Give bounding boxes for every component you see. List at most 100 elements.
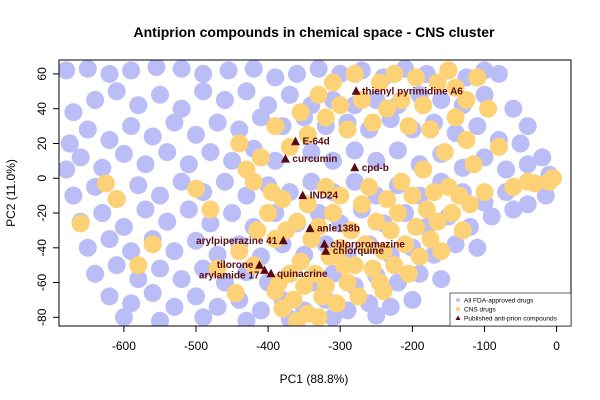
fda-point — [129, 96, 148, 115]
compound-label: arylpiperazine 41 — [196, 236, 278, 247]
legend-marker-published — [455, 315, 461, 320]
fda-point — [179, 200, 198, 219]
cns-point — [349, 287, 368, 306]
fda-point — [504, 200, 523, 219]
cns-point — [356, 235, 375, 254]
fda-point — [367, 306, 386, 325]
cns-point — [352, 195, 371, 214]
fda-point — [223, 204, 242, 222]
fda-point — [345, 172, 364, 191]
fda-point — [194, 82, 213, 101]
fda-point — [122, 61, 141, 80]
published-point — [350, 162, 360, 172]
y-tick-label: 60 — [35, 67, 49, 81]
cns-point — [544, 169, 562, 188]
cns-point — [309, 308, 328, 326]
cns-point — [457, 91, 476, 109]
cns-point — [280, 264, 299, 283]
fda-point — [60, 134, 79, 153]
legend-label-published: Published anti-prion compounds — [464, 316, 558, 323]
compound-label: anle138b — [317, 224, 360, 235]
compound-label: curcumin — [292, 154, 337, 165]
cns-point — [439, 61, 458, 80]
fda-point — [114, 144, 133, 163]
fda-point — [165, 297, 184, 316]
fda-point — [100, 64, 119, 83]
cns-point — [352, 91, 371, 109]
cns-point — [309, 85, 328, 104]
compound-label: chlorpromazine — [330, 239, 405, 250]
fda-point — [151, 85, 169, 104]
cns-point — [385, 256, 404, 275]
cns-point — [421, 120, 440, 139]
cns-point — [461, 195, 479, 214]
cns-point — [316, 277, 335, 295]
cns-point — [251, 148, 270, 167]
legend: All FDA-approved drugs CNS drugs Publish… — [449, 292, 572, 327]
fda-point — [151, 311, 169, 326]
fda-point — [129, 270, 148, 289]
fda-point — [107, 82, 126, 101]
published-series — [255, 86, 361, 278]
cns-point — [421, 230, 440, 249]
fda-point — [201, 143, 220, 162]
plot-area: thienyl pyrimidine A6 E-64d curcumin cpd-b I… — [59, 60, 562, 326]
cns-point — [360, 177, 379, 196]
published-point — [305, 223, 315, 233]
fda-point — [201, 214, 220, 233]
fda-point — [468, 238, 487, 257]
cns-point — [259, 204, 278, 222]
fda-point — [215, 91, 234, 109]
cns-point — [248, 221, 267, 240]
fda-point — [511, 134, 530, 153]
cns-point — [446, 78, 465, 97]
cns-point — [334, 256, 353, 275]
cns-point — [342, 221, 361, 240]
cns-point — [425, 183, 443, 202]
cns-point — [201, 200, 220, 219]
cns-point — [475, 183, 494, 202]
fda-point — [266, 151, 285, 170]
cns-point — [479, 99, 498, 118]
x-tick-label: -100 — [472, 339, 496, 353]
cns-point — [403, 186, 422, 205]
cns-point — [230, 242, 249, 261]
fda-point — [381, 297, 400, 316]
cns-point — [187, 179, 205, 198]
fda-point — [251, 301, 270, 320]
fda-point — [129, 176, 148, 195]
compound-label: chlorquine — [333, 246, 385, 257]
cns-point — [525, 174, 544, 193]
fda-point — [122, 117, 141, 136]
fda-point — [187, 287, 205, 306]
x-axis: -600 -500 -400 -300 -200 -100 0 — [112, 326, 560, 353]
published-point — [351, 86, 361, 95]
y-tick-label: -80 — [35, 308, 49, 326]
cns-point — [288, 212, 306, 231]
fda-point — [78, 120, 97, 139]
cns-point — [291, 252, 310, 271]
fda-point — [64, 186, 83, 205]
fda-point — [497, 160, 516, 179]
fda-point — [100, 131, 119, 149]
fda-point — [518, 195, 537, 214]
fda-point — [122, 242, 141, 261]
cns-point — [396, 235, 415, 254]
fda-point — [78, 60, 97, 78]
x-tick-label: -600 — [112, 339, 136, 353]
fda-point — [78, 238, 97, 257]
cns-point — [324, 73, 342, 92]
cns-point — [298, 125, 317, 144]
published-point — [321, 246, 331, 255]
cns-point — [316, 177, 335, 196]
fda-point — [251, 108, 270, 127]
fda-point — [324, 151, 342, 170]
fda-point — [345, 141, 364, 160]
cns-point — [417, 200, 436, 219]
fda-point — [93, 158, 112, 177]
fda-point — [158, 143, 177, 162]
cns-point — [338, 120, 357, 139]
fda-point — [432, 91, 451, 109]
y-tick-label: 20 — [35, 137, 49, 151]
